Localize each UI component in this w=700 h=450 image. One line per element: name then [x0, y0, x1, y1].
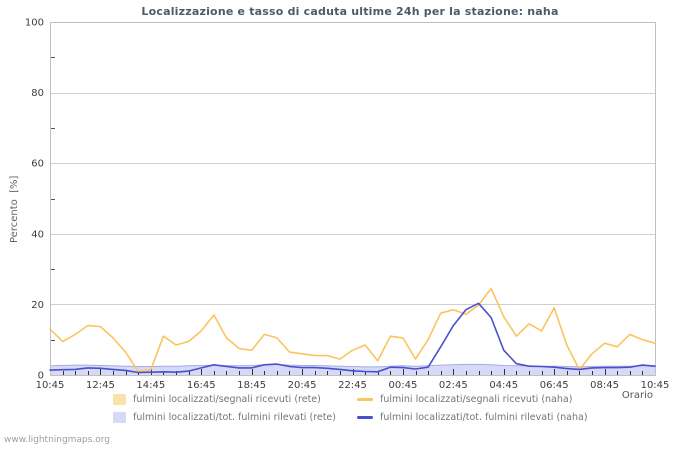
line-tot-naha: [49, 302, 656, 374]
y-tick-label: 60: [31, 159, 44, 170]
line-swatch-icon: [357, 398, 373, 401]
legend-item-tot-naha: fulmini localizzati/tot. fulmini rilevat…: [357, 410, 588, 425]
legend-label: fulmini localizzati/tot. fulmini rilevat…: [380, 412, 588, 423]
area-swatch-icon: [113, 412, 126, 423]
x-tick-label: 20:45: [288, 380, 317, 391]
legend-item-segnali-rete: fulmini localizzati/segnali ricevuti (re…: [113, 392, 357, 407]
area-edge: [49, 363, 655, 368]
plot-border: [50, 22, 656, 376]
chart-legend: fulmini localizzati/segnali ricevuti (re…: [113, 392, 588, 425]
y-tick-label: 80: [31, 88, 44, 99]
line-swatch-icon: [357, 416, 373, 419]
y-tick-label: 40: [31, 229, 44, 240]
line-segnali-naha: [49, 287, 656, 373]
x-tick-label: 08:45: [590, 380, 619, 391]
x-tick-label: 06:45: [540, 380, 569, 391]
legend-item-segnali-naha: fulmini localizzati/segnali ricevuti (na…: [357, 392, 588, 407]
x-tick-label: 18:45: [237, 380, 266, 391]
y-tick-label: 100: [25, 18, 44, 29]
x-tick-label: 14:45: [136, 380, 165, 391]
x-tick-label: 16:45: [187, 380, 216, 391]
y-tick-label: 0: [38, 371, 44, 382]
x-tick-label: 22:45: [338, 380, 367, 391]
x-axis-label: Orario: [621, 390, 653, 401]
x-tick-label: 04:45: [489, 380, 518, 391]
watermark: www.lightningmaps.org: [4, 435, 110, 445]
x-tick-label: 10:45: [641, 380, 670, 391]
legend-label: fulmini localizzati/segnali ricevuti (na…: [380, 394, 573, 405]
x-tick-label: 02:45: [439, 380, 468, 391]
legend-item-tot-rete: fulmini localizzati/tot. fulmini rilevat…: [113, 410, 357, 425]
chart-title: Localizzazione e tasso di caduta ultime …: [141, 5, 559, 18]
area-swatch-icon: [113, 394, 126, 405]
y-tick-label: 20: [31, 300, 44, 311]
legend-label: fulmini localizzati/segnali ricevuti (re…: [133, 394, 321, 405]
x-tick-label: 10:45: [36, 380, 65, 391]
x-tick-label: 00:45: [389, 380, 418, 391]
x-tick-label: 12:45: [86, 380, 115, 391]
legend-label: fulmini localizzati/tot. fulmini rilevat…: [133, 412, 336, 423]
